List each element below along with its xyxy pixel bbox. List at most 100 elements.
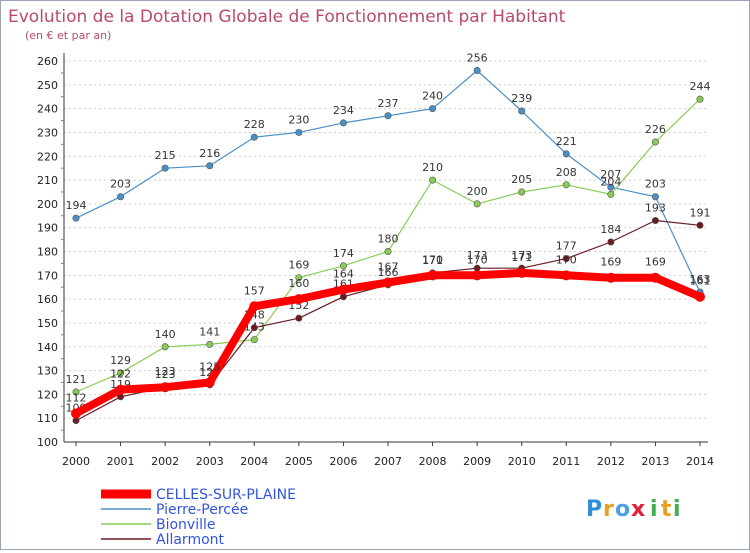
data-point xyxy=(473,67,481,75)
y-tick-label: 100 xyxy=(37,436,58,449)
y-tick-label: 210 xyxy=(37,174,58,187)
x-tick-label: 2009 xyxy=(463,455,491,468)
data-point xyxy=(295,274,303,282)
y-tick-label: 190 xyxy=(37,222,58,235)
data-point xyxy=(206,162,214,170)
x-tick-label: 2010 xyxy=(508,455,536,468)
legend-label: Pierre-Percée xyxy=(156,502,248,518)
data-label: 205 xyxy=(511,173,532,186)
x-tick-label: 2006 xyxy=(329,455,357,468)
data-label: 210 xyxy=(422,161,443,174)
data-label: 215 xyxy=(155,149,176,162)
chart-subtitle: (en € et par an) xyxy=(25,29,111,42)
logo-letter: x xyxy=(631,497,645,522)
data-point xyxy=(250,336,258,344)
x-tick-label: 2004 xyxy=(240,455,268,468)
data-point xyxy=(607,190,615,198)
chart-title: Evolution de la Dotation Globale de Fonc… xyxy=(8,7,566,27)
data-label: 157 xyxy=(244,284,265,297)
data-label: 170 xyxy=(556,253,577,266)
data-point xyxy=(384,248,392,256)
y-tick-label: 150 xyxy=(37,317,58,330)
y-tick-label: 250 xyxy=(37,79,58,92)
data-label: 239 xyxy=(511,92,532,105)
data-point xyxy=(117,369,125,377)
y-tick-label: 140 xyxy=(37,341,58,354)
x-tick-label: 2003 xyxy=(196,455,224,468)
data-point xyxy=(250,133,258,141)
data-point xyxy=(473,200,481,208)
x-tick-label: 2000 xyxy=(62,455,90,468)
data-point xyxy=(339,262,347,270)
data-label: 169 xyxy=(645,256,666,269)
legend-label: Allarmont xyxy=(156,532,225,548)
y-tick-label: 240 xyxy=(37,103,58,116)
data-label: 129 xyxy=(110,354,131,367)
data-label: 191 xyxy=(690,206,711,219)
y-tick-label: 180 xyxy=(37,246,58,259)
data-point xyxy=(651,138,659,146)
y-tick-label: 160 xyxy=(37,293,58,306)
data-label: 200 xyxy=(467,185,488,198)
y-tick-label: 260 xyxy=(37,55,58,68)
data-label: 123 xyxy=(155,368,176,381)
data-point xyxy=(518,188,526,196)
data-label: 203 xyxy=(110,178,131,191)
x-tick-label: 2002 xyxy=(151,455,179,468)
data-label: 167 xyxy=(378,260,399,273)
data-point xyxy=(427,270,438,281)
data-label: 169 xyxy=(600,256,621,269)
data-point xyxy=(429,105,437,113)
data-label: 240 xyxy=(422,90,443,103)
data-label: 123 xyxy=(155,365,176,378)
data-point xyxy=(562,255,570,263)
data-point xyxy=(161,164,169,172)
data-label: 174 xyxy=(333,247,354,260)
series-bionville: 1211291401411431691741802102002052082042… xyxy=(66,80,711,396)
logo-letter: i xyxy=(673,497,681,522)
data-point xyxy=(339,119,347,127)
x-tick-label: 2008 xyxy=(419,455,447,468)
data-label: 163 xyxy=(690,273,711,286)
series-line xyxy=(72,268,704,418)
data-point xyxy=(293,294,304,305)
data-point xyxy=(651,193,659,201)
y-tick-label: 110 xyxy=(37,412,58,425)
y-tick-label: 230 xyxy=(37,126,58,139)
data-point xyxy=(695,291,705,302)
data-point xyxy=(651,217,659,225)
y-tick-label: 170 xyxy=(37,269,58,282)
data-point xyxy=(562,150,570,158)
x-tick-label: 2001 xyxy=(107,455,135,468)
data-label: 170 xyxy=(422,253,443,266)
data-label: 173 xyxy=(467,249,488,262)
data-label: 169 xyxy=(288,259,309,272)
data-point xyxy=(72,214,80,222)
x-tick-label: 2012 xyxy=(597,455,625,468)
data-point xyxy=(384,112,392,120)
data-label: 164 xyxy=(333,268,354,281)
data-point xyxy=(160,382,171,393)
data-label: 234 xyxy=(333,104,354,117)
data-point xyxy=(250,324,258,332)
data-point xyxy=(204,377,215,388)
data-label: 140 xyxy=(155,328,176,341)
axes: 100 110 120 130 140 150 160 170 180 190 200 210 220 2… xyxy=(37,53,714,468)
data-point xyxy=(295,128,303,136)
data-point xyxy=(71,408,81,419)
series-line xyxy=(75,98,701,393)
data-label: 112 xyxy=(66,391,87,404)
data-point xyxy=(206,340,214,348)
data-label: 170 xyxy=(467,253,488,266)
data-point xyxy=(115,384,126,395)
data-label: 221 xyxy=(556,135,577,148)
x-tick-label: 2013 xyxy=(641,455,669,468)
data-label: 161 xyxy=(690,275,711,288)
data-point xyxy=(383,277,393,288)
data-label: 122 xyxy=(110,368,131,381)
data-label: 171 xyxy=(422,254,443,267)
